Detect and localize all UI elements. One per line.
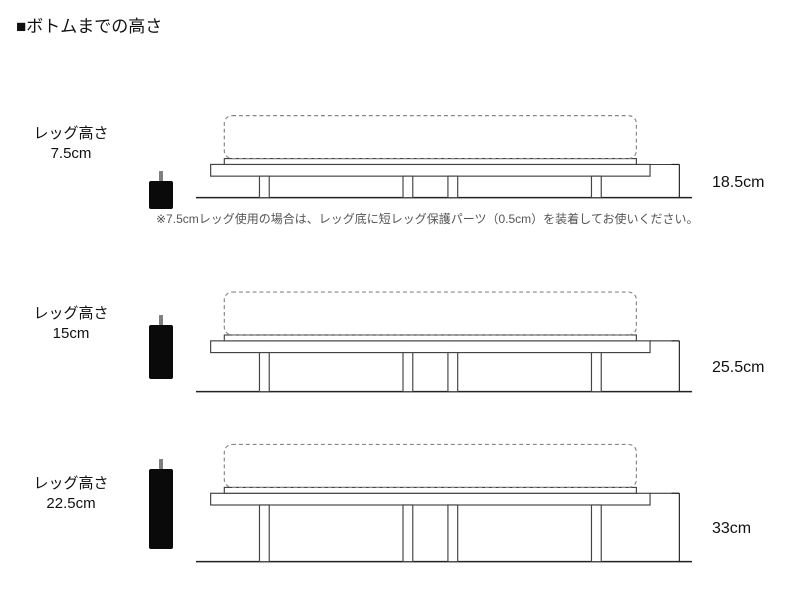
- bed-svg: [196, 79, 694, 203]
- leg-label: レッグ高さ 7.5cm: [16, 122, 126, 162]
- leg-label-line2: 7.5cm: [51, 145, 92, 162]
- dimension-label: 33cm: [712, 520, 751, 538]
- bed-diagram: [196, 247, 694, 397]
- rows-container: レッグ高さ 7.5cm 18.5cm ※7.5cmレッグ使用の場合は、レッグ底に短レ…: [16, 57, 784, 567]
- leg-cylinder-icon: [149, 181, 173, 209]
- bed-svg: [196, 273, 694, 397]
- height-row: レッグ高さ 7.5cm 18.5cm ※7.5cmレッグ使用の場合は、レッグ底に短レ…: [16, 57, 784, 227]
- leg-label-line1: レッグ高さ: [33, 122, 108, 143]
- height-row: レッグ高さ 15cm 25.5cm: [16, 247, 784, 397]
- leg-label: レッグ高さ 15cm: [16, 302, 126, 342]
- leg-label-line2: 22.5cm: [46, 495, 95, 512]
- dimension-label: 25.5cm: [712, 359, 764, 377]
- leg-bolt-icon: [159, 315, 163, 325]
- leg-label-line1: レッグ高さ: [33, 472, 108, 493]
- height-row: レッグ高さ 22.5cm 33cm: [16, 417, 784, 567]
- bed-diagram: [196, 417, 694, 567]
- bed-svg: [196, 443, 694, 567]
- dimension-label: 18.5cm: [712, 174, 764, 192]
- leg-icon-col: [126, 469, 196, 567]
- page-title: ■ボトムまでの高さ: [16, 12, 784, 37]
- leg-label: レッグ高さ 22.5cm: [16, 472, 126, 512]
- leg-cylinder-icon: [149, 469, 173, 549]
- leg-label-line2: 15cm: [53, 325, 90, 342]
- leg-label-line1: レッグ高さ: [33, 302, 108, 323]
- leg-icon-col: [126, 325, 196, 397]
- leg-bolt-icon: [159, 171, 163, 181]
- leg-cylinder-icon: [149, 325, 173, 379]
- bed-diagram: [196, 57, 694, 227]
- footnote: ※7.5cmレッグ使用の場合は、レッグ底に短レッグ保護パーツ（0.5cm）を装着…: [156, 210, 698, 227]
- leg-bolt-icon: [159, 459, 163, 469]
